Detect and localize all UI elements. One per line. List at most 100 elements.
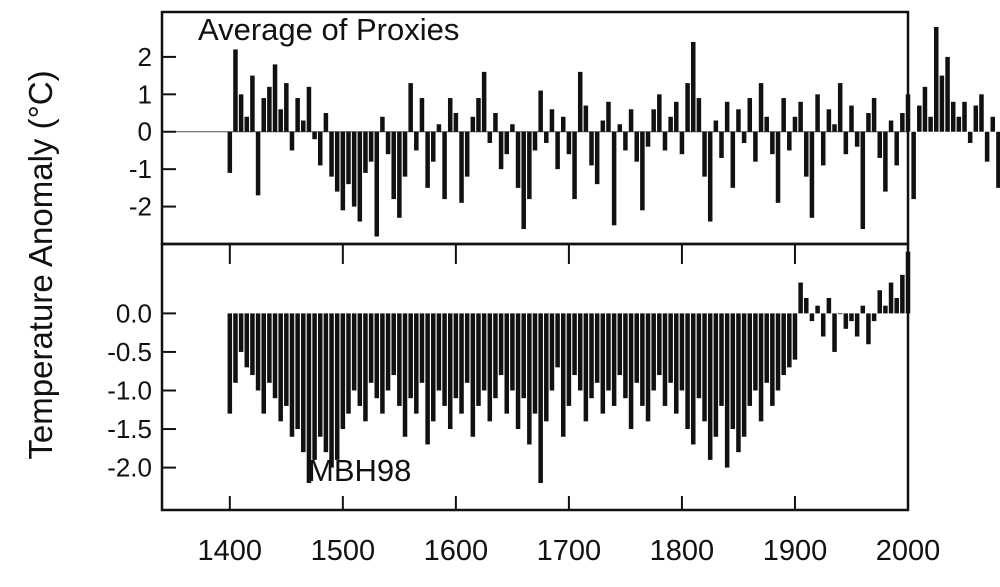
top-bar-1955 [854,131,860,147]
top-bar-1705 [572,131,577,200]
top-bar-1895 [787,131,792,151]
top-y-tick-label: 0 [138,117,152,147]
top-bar-1645 [504,131,510,155]
top-bar-2070 [984,131,990,162]
top-bar-1865 [753,131,758,162]
top-bar-1785 [662,131,668,151]
top-bar-1420 [250,75,255,132]
bottom-bar-1575 [425,313,430,445]
bottom-bar-1670 [532,313,538,414]
top-bar-1790 [668,116,673,132]
top-panel-title: Average of Proxies [198,12,459,47]
bottom-bar-1480 [317,313,323,437]
bottom-bar-1590 [442,313,447,406]
top-bar-1850 [736,109,741,132]
top-bar-1820 [702,131,707,177]
top-bar-2060 [973,105,979,132]
bottom-bar-1900 [792,313,798,360]
bottom-bar-1790 [668,313,673,383]
bottom-panel-mbh98: 0.0 -0.5 -1.0 -1.5 -2.0 MBH98 [107,251,911,488]
top-bar-1860 [747,98,753,132]
top-bar-1960 [860,131,866,230]
top-bar-1625 [481,71,487,132]
bottom-bar-1445 [278,313,283,422]
top-bar-1940 [837,83,843,132]
bottom-bar-1705 [572,313,577,376]
top-bar-1735 [606,101,611,132]
bottom-bar-1435 [267,313,272,383]
bottom-bar-1950 [849,313,854,322]
top-bar-1750 [623,131,628,151]
top-bar-1555 [402,131,408,177]
bottom-bar-1920 [815,305,820,314]
top-bar-1675 [538,90,543,132]
bottom-bar-1865 [753,313,758,391]
bottom-bar-1880 [770,313,775,406]
top-bar-1810 [690,41,696,132]
bottom-bar-1685 [549,313,555,391]
bottom-bar-1995 [900,274,905,314]
bottom-bar-1890 [781,313,786,376]
top-bar-1545 [391,131,396,200]
bottom-bar-1700 [566,313,572,406]
bottom-bar-1660 [521,313,526,399]
top-bar-1945 [843,131,849,155]
top-bar-1575 [425,131,430,188]
top-bar-1550 [397,131,402,218]
bottom-bar-1845 [730,313,736,430]
top-bar-1615 [470,116,476,132]
top-bar-1490 [329,131,334,177]
bottom-bar-1500 [340,313,346,430]
bottom-bar-1440 [272,313,278,399]
bottom-bar-1415 [244,313,250,368]
bottom-bar-1485 [323,313,329,453]
top-bar-1400 [227,131,233,173]
bottom-bar-1540 [385,313,391,391]
top-bar-1830 [713,120,719,132]
bottom-bar-1555 [402,313,408,437]
bottom-bar-1430 [261,313,266,414]
bottom-bar-1420 [250,313,255,376]
bottom-bar-1600 [453,313,459,399]
top-bars [227,26,1000,237]
top-bar-1580 [431,131,436,162]
top-bar-1720 [589,131,594,166]
bottom-bar-1645 [504,313,510,414]
top-bar-1530 [374,131,380,237]
top-bar-1640 [498,131,504,170]
top-bar-1520 [363,131,368,173]
top-bar-1835 [719,131,724,158]
bottom-bar-1750 [623,313,628,399]
top-bar-1570 [419,98,425,132]
bottom-bar-1830 [713,313,719,437]
top-bar-1650 [510,124,515,132]
top-bar-1635 [493,113,498,132]
top-bar-1950 [849,105,854,132]
bottom-bar-1565 [414,313,419,414]
top-bar-2080 [996,131,1000,188]
top-bar-1465 [301,120,306,132]
top-bar-1855 [741,131,747,143]
bottom-panel-frame [160,242,910,512]
top-bar-1540 [385,131,391,155]
bottom-bar-1815 [696,313,702,399]
x-tick-label: 1700 [537,535,602,567]
top-bar-2010 [917,105,922,132]
top-bar-1525 [368,131,374,162]
top-bar-1620 [476,98,481,132]
bottom-bar-1945 [843,313,849,329]
top-bar-2035 [945,56,950,132]
top-bar-1470 [306,86,312,132]
top-bar-1880 [770,131,775,155]
top-bar-1610 [464,131,470,177]
bottom-bar-1985 [888,282,894,314]
top-bar-2050 [962,101,967,132]
top-bar-1655 [515,131,521,188]
bottom-bar-1515 [357,313,363,406]
bottom-bar-1680 [544,313,549,422]
bottom-bar-1630 [487,313,493,422]
top-bar-1805 [685,83,690,132]
bottom-bar-1795 [674,313,679,414]
top-bar-1930 [826,109,832,132]
bottom-bar-1870 [758,313,764,422]
